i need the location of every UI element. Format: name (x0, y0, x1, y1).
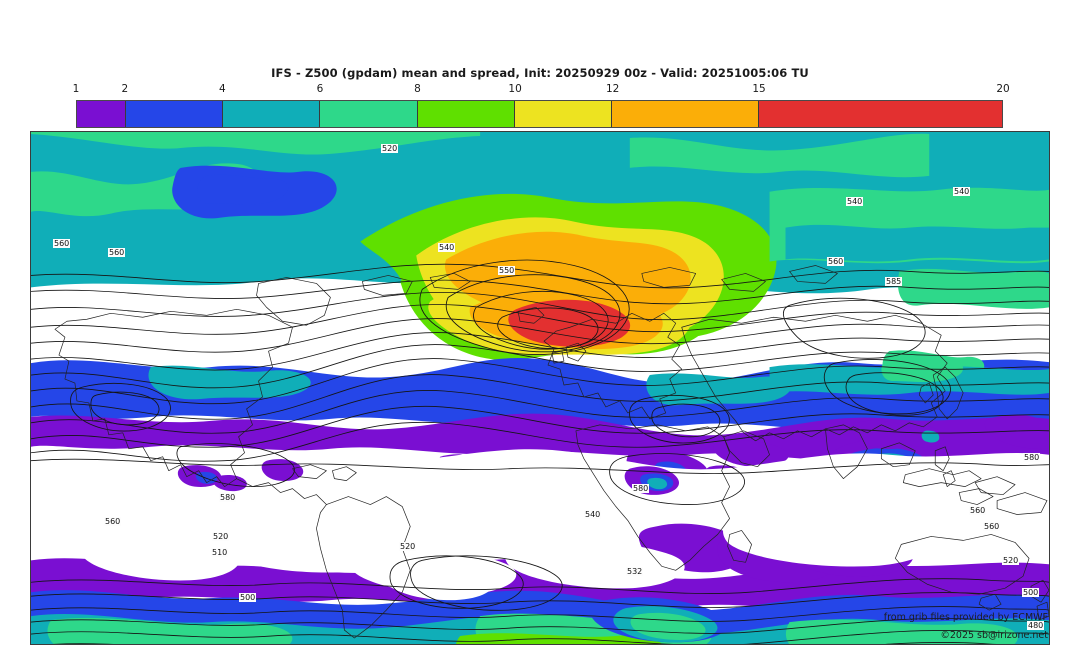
contour-label: 540 (846, 197, 864, 206)
colorbar-segment-green (417, 101, 516, 127)
contour-label: 500 (1022, 588, 1040, 597)
colorbar-segment-teal (223, 101, 321, 127)
colorbar-ticks: 1 2 4 6 8 10 12 15 20 (72, 83, 1010, 99)
contour-label: 520 (1002, 556, 1020, 565)
contour-label: 580 (1023, 453, 1041, 462)
contour-label: 532 (626, 567, 644, 576)
colorbar-tick-1: 1 (72, 83, 80, 95)
contour-label: 560 (108, 248, 126, 257)
colorbar-tick-20: 20 (996, 83, 1010, 95)
colorbar-tick-15: 15 (752, 83, 766, 95)
contour-label: 560 (827, 257, 845, 266)
colorbar-tick-10: 10 (508, 83, 522, 95)
contour-label: 585 (885, 277, 903, 286)
map-canvas (31, 132, 1049, 644)
contour-label: 580 (632, 484, 650, 493)
contour-label: 550 (498, 266, 516, 275)
contour-label: 540 (584, 510, 602, 519)
contour-label: 540 (438, 243, 456, 252)
contour-label: 520 (212, 532, 230, 541)
colorbar-tick-4: 4 (219, 83, 226, 95)
colorbar-segment-red (758, 101, 1002, 127)
contour-label: 510 (211, 548, 229, 557)
contour-label: 480 (1027, 621, 1045, 630)
copyright-credit: ©2025 sb@irizone.net (940, 630, 1048, 641)
colorbar-segment-orange (612, 101, 759, 127)
contour-label: 520 (381, 144, 399, 153)
colorbar-tick-6: 6 (316, 83, 324, 95)
contour-label: 520 (399, 542, 417, 551)
colorbar-strip (76, 100, 1003, 128)
contour-label: 540 (953, 187, 971, 196)
data-source-credit: from grib files provided by ECMWF (883, 612, 1048, 623)
colorbar-tick-8: 8 (414, 83, 421, 95)
contour-label: 580 (219, 493, 237, 502)
map-panel: 520 560 560 540 550 540 540 560 585 580 580 580 540 5… (30, 131, 1050, 645)
colorbar-segment-yellow (515, 101, 613, 127)
contour-label: 560 (983, 522, 1001, 531)
colorbar-segment-blue (125, 101, 224, 127)
contour-label: 560 (969, 506, 987, 515)
colorbar-tick-12: 12 (605, 83, 620, 95)
colorbar-segment-purple (77, 101, 126, 127)
contour-label: 560 (104, 517, 122, 526)
contour-label: 500 (239, 593, 257, 602)
colorbar-segment-spring-green (320, 101, 418, 127)
contour-label: 560 (53, 239, 71, 248)
colorbar: 1 2 4 6 8 10 12 15 20 (73, 83, 1010, 128)
colorbar-tick-2: 2 (121, 83, 129, 95)
page-title: IFS - Z500 (gpdam) mean and spread, Init… (271, 66, 809, 80)
